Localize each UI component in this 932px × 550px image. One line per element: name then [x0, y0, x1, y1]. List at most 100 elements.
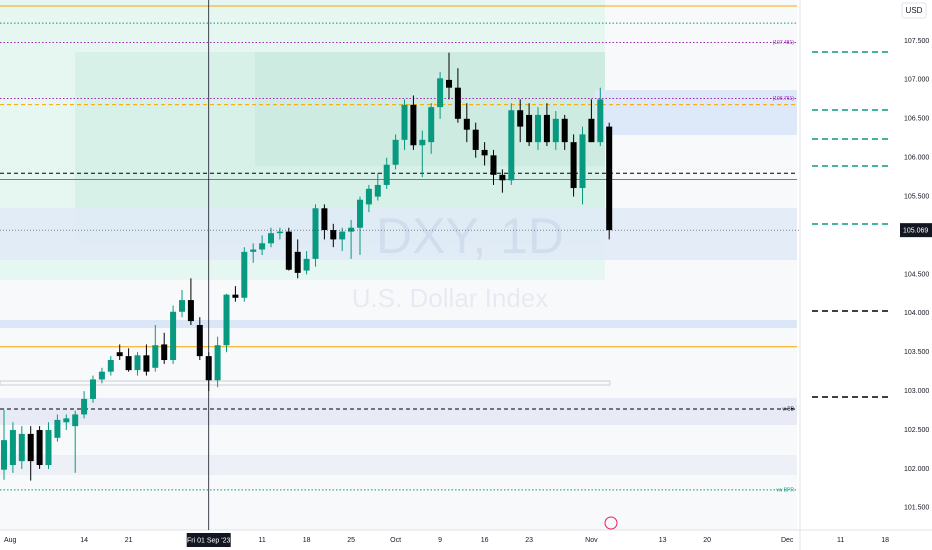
- x-tick-label: 11: [258, 537, 265, 544]
- candle-body: [330, 230, 337, 240]
- candle-body: [9, 430, 16, 466]
- candle-body: [339, 231, 346, 240]
- candle-body: [303, 258, 310, 271]
- x-tick-label: 16: [481, 537, 489, 544]
- candle-body: [241, 251, 248, 298]
- candle-body: [401, 104, 408, 140]
- candle-body: [321, 208, 328, 231]
- candle-body: [392, 139, 399, 165]
- candle-body: [374, 184, 381, 197]
- event-icon[interactable]: [604, 516, 618, 530]
- candle-body: [410, 104, 417, 146]
- candle-body: [437, 78, 444, 108]
- x-tick-label: Dec: [781, 537, 794, 544]
- x-tick-label: Oct: [390, 537, 401, 544]
- candle-body: [357, 199, 364, 228]
- zone: [0, 455, 797, 475]
- x-tick-label: 14: [80, 537, 88, 544]
- crosshair-label: Fri 01 Sep '23: [187, 537, 230, 544]
- zones: [0, 0, 797, 475]
- zone: [0, 208, 797, 260]
- candle-body: [561, 118, 568, 143]
- y-tick-label: 103.500: [904, 349, 929, 356]
- candle-body: [508, 110, 515, 181]
- y-tick-label: 102.000: [904, 466, 929, 473]
- y-tick-label: 104.000: [904, 310, 929, 317]
- candle-body: [98, 371, 105, 380]
- candle-body: [463, 118, 470, 130]
- candle-body: [214, 345, 221, 381]
- candle-body: [161, 344, 168, 360]
- candle-body: [27, 433, 34, 462]
- level-label: vw BPR: [776, 487, 794, 493]
- candles: [1, 52, 613, 481]
- level-label: (107.481): [773, 40, 795, 46]
- candle-body: [107, 359, 114, 372]
- candle-body: [196, 324, 203, 357]
- candle-body: [116, 352, 123, 357]
- candle-body: [472, 129, 479, 150]
- x-tick-label: 13: [659, 537, 667, 544]
- candle-body: [45, 430, 52, 466]
- currency-box[interactable]: [901, 2, 927, 19]
- candle-body: [606, 126, 613, 231]
- candle-body: [552, 118, 559, 143]
- candle-body: [250, 249, 257, 252]
- zone: [595, 90, 797, 135]
- candle-body: [481, 149, 488, 156]
- candle-body: [543, 114, 550, 143]
- candle-body: [579, 134, 586, 189]
- candle-body: [81, 398, 88, 415]
- watermark: DXY, 1D: [376, 208, 564, 264]
- y-tick-label: 104.500: [904, 271, 929, 278]
- last-price: 105.069: [903, 227, 928, 234]
- candle-body: [18, 433, 25, 462]
- x-tick-label: Nov: [585, 537, 598, 544]
- candle-body: [517, 110, 524, 127]
- candle-body: [90, 379, 97, 399]
- candle-body: [499, 174, 506, 181]
- y-tick-label: 102.500: [904, 427, 929, 434]
- x-tick-label: 20: [703, 537, 711, 544]
- x-tick-label: 18: [881, 537, 889, 544]
- candle-body: [490, 155, 497, 175]
- candle-body: [179, 300, 186, 312]
- candle-body: [36, 430, 43, 466]
- candle-body: [276, 231, 283, 234]
- right-dashes: [812, 51, 890, 398]
- candle-body: [72, 414, 79, 427]
- candle-body: [348, 227, 355, 232]
- candle-body: [428, 107, 435, 143]
- candle-body: [535, 114, 542, 143]
- level-label: w BB: [782, 406, 794, 412]
- candle-body: [383, 164, 390, 185]
- candle-body: [134, 355, 141, 371]
- candle-body: [570, 142, 577, 189]
- candle-body: [170, 311, 177, 360]
- candle-body: [143, 355, 150, 372]
- candle-body: [63, 418, 70, 423]
- candle-body: [419, 139, 426, 146]
- watermark-subtitle: U.S. Dollar Index: [352, 283, 549, 313]
- candle-body: [526, 114, 533, 143]
- candle-body: [294, 251, 301, 273]
- candle-body: [152, 345, 159, 368]
- x-tick-label: 11: [837, 537, 844, 544]
- candle-body: [1, 440, 8, 470]
- y-tick-label: 107.000: [904, 77, 929, 84]
- y-tick-label: 106.500: [904, 116, 929, 123]
- zone: [0, 398, 797, 425]
- y-tick-label: 107.500: [904, 38, 929, 45]
- candle-body: [125, 356, 132, 371]
- crosshair-label-box: [186, 533, 231, 547]
- y-tick-label: 105.500: [904, 193, 929, 200]
- zone: [0, 320, 797, 328]
- candle-body: [365, 188, 372, 205]
- zone: [0, 380, 611, 386]
- levels: (107.481) (106.761) w BB vw BPR: [0, 5, 797, 493]
- candle-body: [454, 87, 461, 119]
- candle-body: [187, 300, 194, 322]
- candle-body: [446, 79, 453, 88]
- x-tick-label: 9: [438, 537, 442, 544]
